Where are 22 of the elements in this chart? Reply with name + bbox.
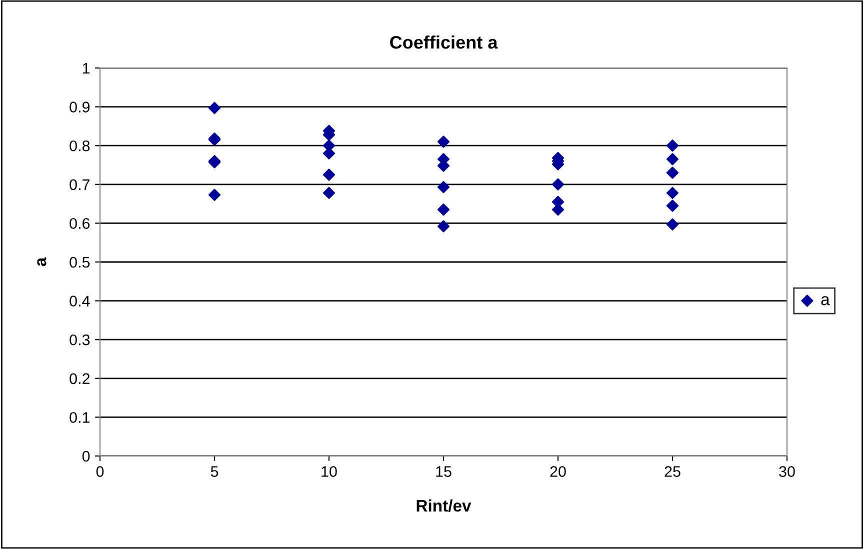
y-axis-title: a — [37, 257, 46, 266]
x-tick-label: 25 — [664, 466, 680, 477]
chart-title: Coefficient a — [390, 35, 498, 49]
y-tick-label: 0.2 — [70, 373, 90, 384]
x-tick-label: 30 — [779, 466, 795, 477]
y-tick-label: 0.7 — [70, 179, 90, 190]
x-tick-label: 5 — [210, 466, 218, 477]
y-tick-label: 0.4 — [70, 296, 90, 306]
x-tick-label: 0 — [96, 466, 104, 477]
y-tick-label: 0.3 — [70, 334, 90, 346]
y-tick-label: 0.9 — [70, 102, 90, 112]
legend-label: a — [821, 296, 830, 306]
y-tick-label: 1 — [82, 63, 90, 74]
y-tick-label: 0.5 — [70, 256, 90, 268]
y-tick-label: 0.8 — [70, 140, 90, 152]
x-tick-label: 10 — [322, 466, 337, 477]
x-tick-label: 15 — [436, 466, 452, 477]
x-tick-label: 20 — [550, 466, 566, 477]
y-tick-label: 0.1 — [70, 412, 90, 423]
y-tick-label: 0.6 — [70, 218, 90, 229]
y-tick-label: 0 — [82, 450, 90, 462]
x-axis-title: Rint/ev — [416, 499, 472, 512]
